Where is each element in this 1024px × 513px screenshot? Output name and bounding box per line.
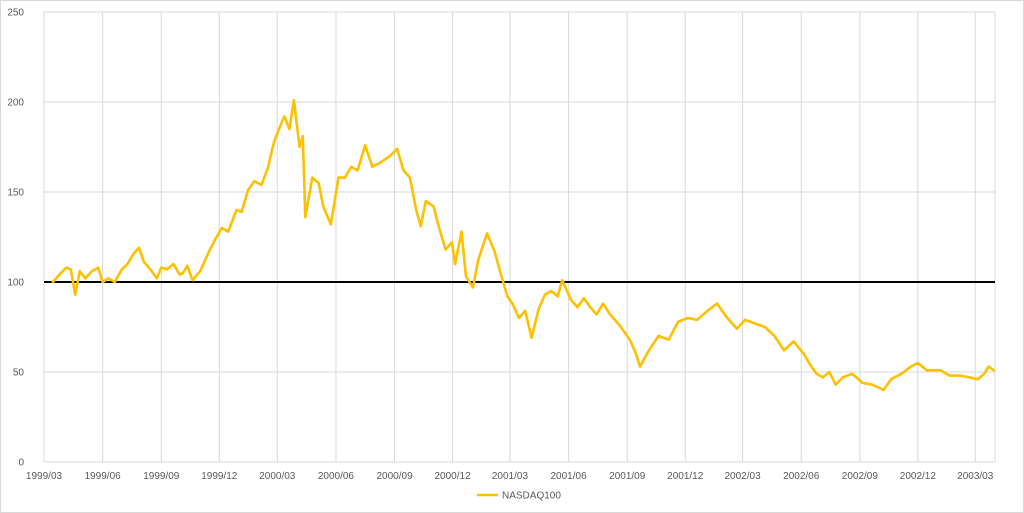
x-tick-label-2001-06: 2001/06 — [551, 471, 588, 482]
x-tick-label-2003-03: 2003/03 — [957, 471, 994, 482]
legend: NASDAQ100 — [477, 491, 561, 502]
y-tick-label-150: 150 — [7, 188, 24, 199]
x-tick-label-2002-09: 2002/09 — [842, 471, 879, 482]
vertical-gridlines — [43, 12, 996, 462]
x-tick-label-1999-03: 1999/03 — [26, 471, 63, 482]
x-axis-tick-labels: 1999/03 1999/06 1999/09 1999/12 2000/03 2000/… — [26, 471, 994, 482]
x-tick-label-1999-12: 1999/12 — [201, 471, 238, 482]
x-tick-label-2000-06: 2000/06 — [318, 471, 355, 482]
legend-label-nasdaq100: NASDAQ100 — [502, 491, 561, 502]
y-tick-label-50: 50 — [13, 368, 25, 379]
series-line-nasdaq100 — [51, 98, 995, 392]
y-axis-tick-labels: 0 50 100 150 200 250 — [7, 8, 24, 469]
x-tick-label-2000-03: 2000/03 — [259, 471, 296, 482]
y-tick-label-250: 250 — [7, 8, 24, 19]
x-tick-label-2001-09: 2001/09 — [609, 471, 646, 482]
x-tick-label-2002-03: 2002/03 — [725, 471, 762, 482]
x-tick-label-2002-06: 2002/06 — [783, 471, 820, 482]
x-tick-label-1999-06: 1999/06 — [85, 471, 122, 482]
y-tick-label-100: 100 — [7, 278, 24, 289]
x-tick-label-2000-09: 2000/09 — [376, 471, 413, 482]
x-tick-label-2001-03: 2001/03 — [492, 471, 529, 482]
x-tick-label-2001-12: 2001/12 — [667, 471, 704, 482]
x-tick-label-2000-12: 2000/12 — [434, 471, 471, 482]
x-tick-label-2002-12: 2002/12 — [900, 471, 937, 482]
y-tick-label-0: 0 — [18, 458, 24, 469]
x-tick-label-1999-09: 1999/09 — [143, 471, 180, 482]
y-tick-label-200: 200 — [7, 98, 24, 109]
